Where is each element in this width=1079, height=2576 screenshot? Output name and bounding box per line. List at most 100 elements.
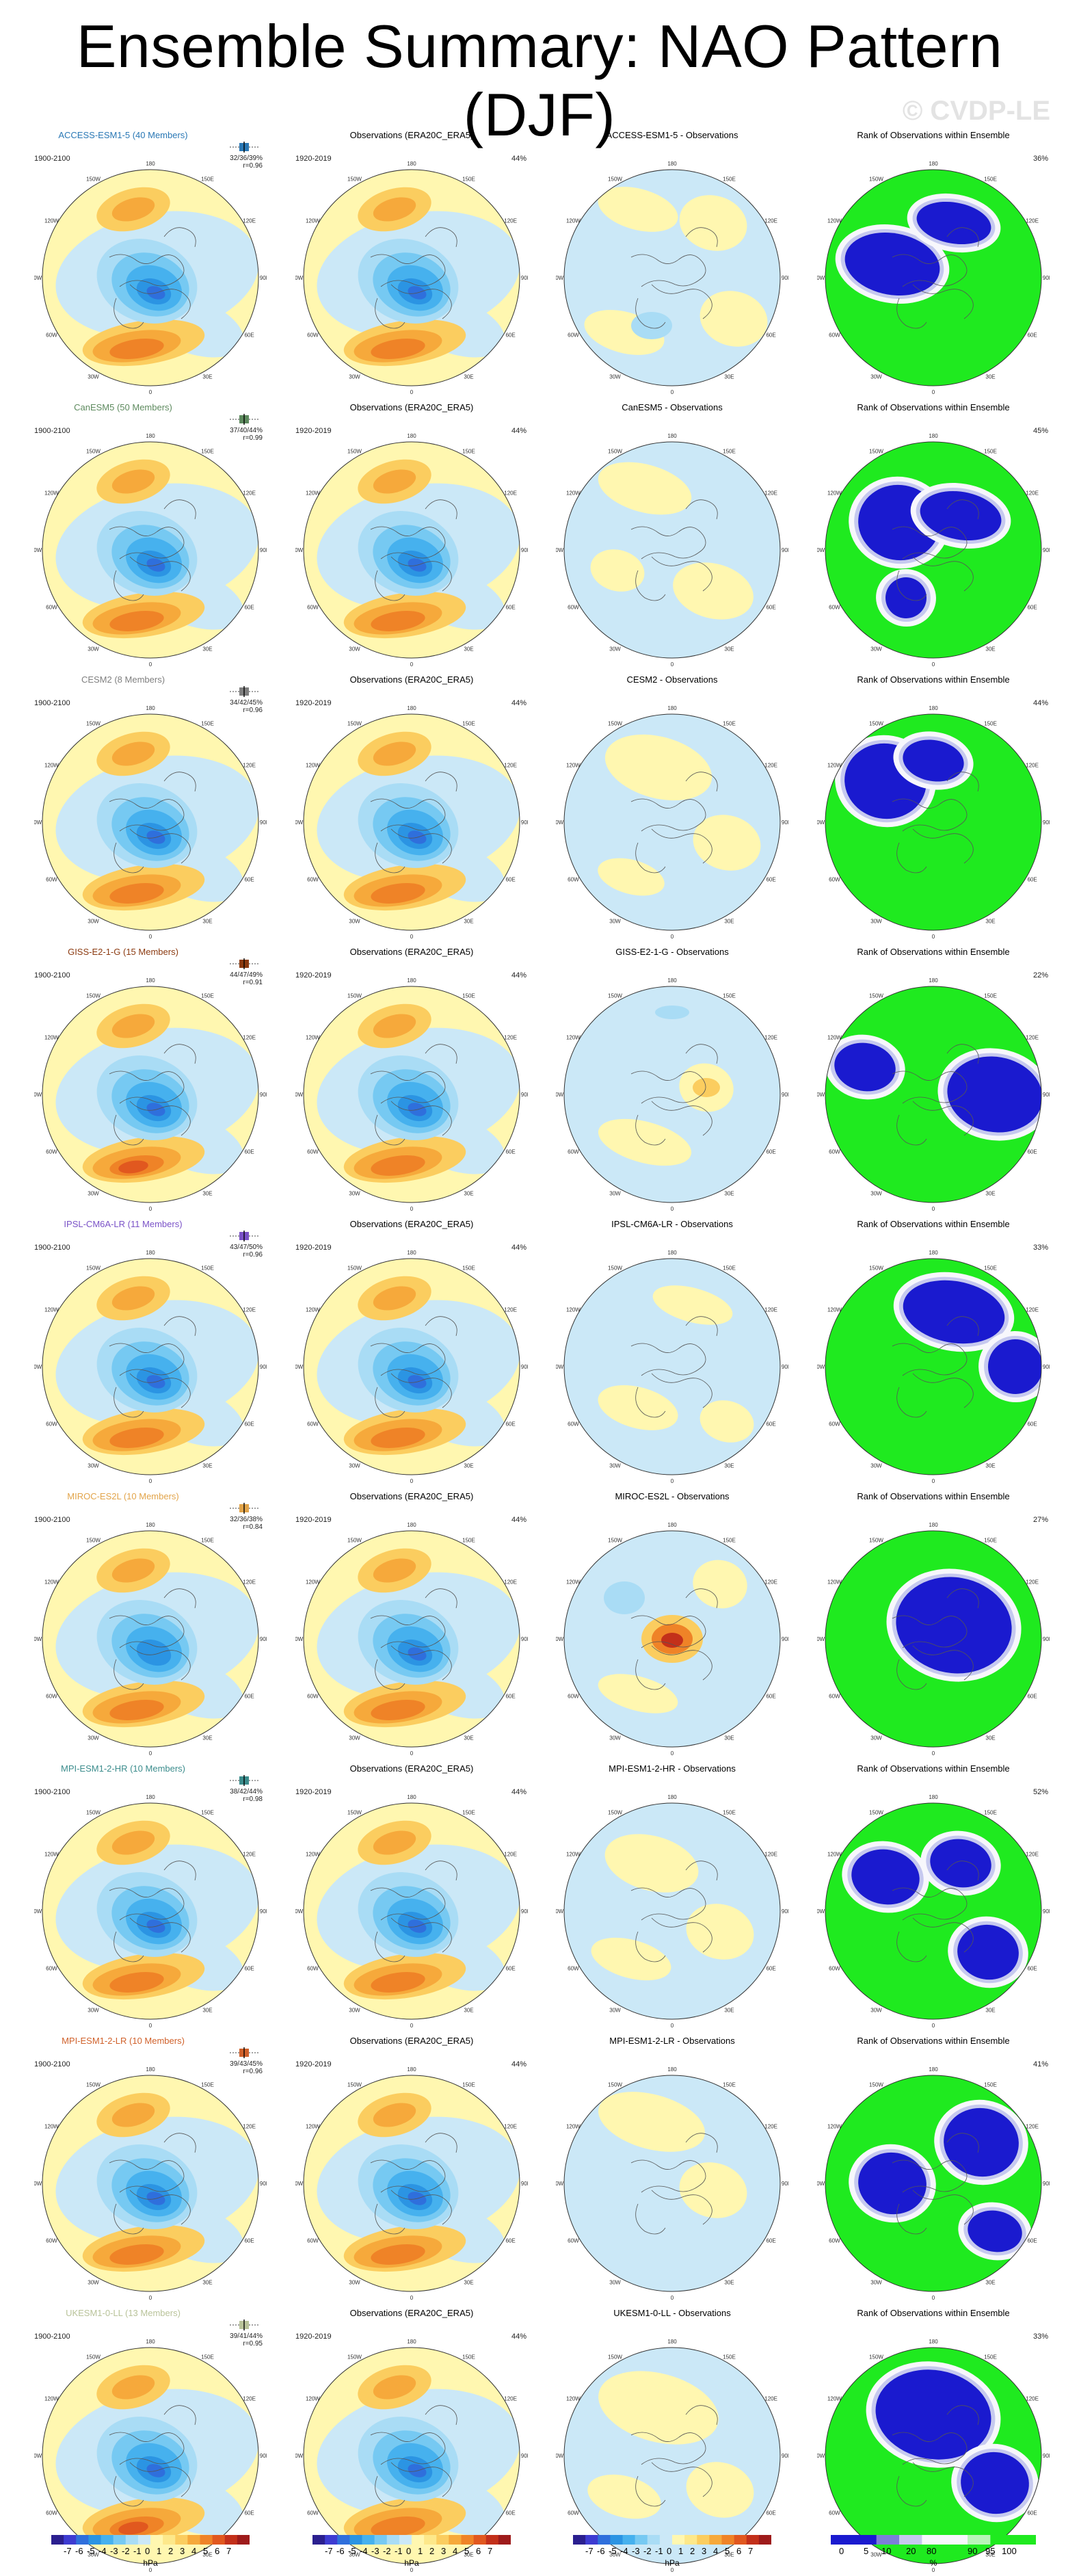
rank-panel: Rank of Observations within Ensemble 33% 1… <box>817 1219 1050 1486</box>
hpa-colorbar: -7 -6 -5 -4 -3 -2 -1 0 1 2 3 4 5 6 7 hPa <box>312 2535 511 2571</box>
lon-label: 120E <box>243 2124 256 2130</box>
lon-label: 60W <box>46 877 57 883</box>
lon-label: 30E <box>202 1463 212 1469</box>
positive-anomaly-lobe <box>111 2103 155 2127</box>
difference-panel-title: MIROC-ES2L - Observations <box>615 1491 730 1501</box>
lon-label: 150W <box>347 448 362 454</box>
lon-label: 60E <box>766 332 775 339</box>
coastline <box>635 298 666 329</box>
model-map: 180 150E 120E 90E 60E 30E 0 30W 60W 90W 120W 150W <box>34 978 267 1211</box>
lon-label: 150W <box>86 1537 101 1543</box>
lon-label: 60W <box>307 1694 319 1700</box>
lon-label: 30E <box>202 2552 212 2558</box>
colorbar-swatch <box>485 2535 499 2545</box>
colorbar-tick: 2 <box>690 2546 695 2556</box>
lon-label: 180 <box>929 434 938 439</box>
model-stats-r: r=0.91 <box>243 979 263 986</box>
lon-label: 60W <box>829 2238 840 2244</box>
lon-label: 180 <box>407 978 416 984</box>
colorbar-swatch <box>734 2535 747 2545</box>
lon-label: 150W <box>347 176 362 182</box>
lon-label: 0 <box>932 2023 935 2027</box>
lon-label: 120W <box>306 1035 320 1041</box>
lon-label: 60E <box>505 1694 515 1700</box>
lon-label: 60W <box>829 1694 840 1700</box>
lon-label: 120W <box>827 763 842 769</box>
map-field <box>825 986 1041 1202</box>
rank-colorbar-unit: % <box>929 2558 937 2568</box>
lon-label: 90W <box>295 275 304 281</box>
lon-label: 0 <box>932 389 935 394</box>
lon-label: 150E <box>462 176 475 182</box>
lon-label: 60W <box>46 2510 57 2516</box>
colorbar-swatch <box>399 2535 412 2545</box>
rank-bottom-region <box>844 233 940 295</box>
lon-label: 120E <box>504 1852 517 1858</box>
colorbar-swatch <box>237 2535 250 2545</box>
colorbar-tick: 1 <box>157 2546 162 2556</box>
colorbar-tick: -5 <box>87 2546 95 2556</box>
positive-anomaly-lobe <box>373 197 416 222</box>
obs-map: 180 150E 120E 90E 60E 30E 0 30W 60W 90W 120W 150W <box>295 1250 528 1483</box>
coastline <box>163 1316 196 1337</box>
rank-bottom-region <box>896 1577 1012 1674</box>
coastline <box>370 798 446 832</box>
lon-label: 90W <box>295 547 304 553</box>
positive-anomaly-lobe <box>373 1830 416 1855</box>
lon-label: 120E <box>764 1852 777 1858</box>
obs-period: 1920-2019 <box>295 1244 332 1252</box>
coastline <box>390 828 452 864</box>
map-field <box>304 986 520 1202</box>
colorbar-tick: 7 <box>748 2546 754 2556</box>
positive-difference-region <box>693 815 761 871</box>
lon-label: 180 <box>667 434 677 439</box>
rank-panel-title: Rank of Observations within Ensemble <box>857 2036 1010 2046</box>
lon-label: 60E <box>1027 605 1037 611</box>
lon-label: 30E <box>464 2552 473 2558</box>
lon-label: 120W <box>827 218 842 224</box>
map-boundary <box>825 169 1042 386</box>
rank-map: 180 150E 120E 90E 60E 30E 0 30W 60W 90W 120W 150W <box>817 434 1050 666</box>
coastline <box>651 1917 712 1953</box>
colorbar-tick: 0 <box>145 2546 150 2556</box>
map-boundary <box>563 986 781 1203</box>
lon-label: 30E <box>464 1735 473 1742</box>
positive-anomaly-lobe <box>111 741 155 766</box>
difference-panel: ACCESS-ESM1-5 - Observations 180 150E 120E 9… <box>556 130 788 397</box>
lon-label: 90E <box>782 547 788 553</box>
lon-label: 120W <box>44 490 59 497</box>
coastline <box>425 1044 457 1064</box>
positive-anomaly-lobe <box>111 1014 155 1038</box>
coastline <box>635 1931 666 1962</box>
model-stats: 38/42/44% r=0.98 <box>230 1788 263 1803</box>
colorbar-swatch <box>647 2535 661 2545</box>
lon-label: 30W <box>870 2552 882 2558</box>
model-stats-range: 39/43/45% <box>230 2060 263 2068</box>
rank-panel-title: Rank of Observations within Ensemble <box>857 2308 1010 2318</box>
map-boundary <box>825 713 1042 931</box>
coastline <box>425 499 457 520</box>
rank-pct: 33% <box>1033 1244 1048 1252</box>
lon-label: 90W <box>556 2453 564 2459</box>
coastline <box>685 2133 718 2153</box>
positive-difference-region <box>700 291 768 347</box>
colorbar-tick: -5 <box>348 2546 356 2556</box>
lon-label: 60W <box>307 1149 319 1155</box>
lon-label: 150E <box>723 1537 736 1543</box>
lon-label: 90W <box>556 2181 564 2187</box>
colorbar-tick: 5 <box>725 2546 730 2556</box>
map-background <box>564 1259 780 1475</box>
model-stats-r: r=0.84 <box>243 1523 263 1531</box>
lon-label: 60W <box>46 1149 57 1155</box>
positive-anomaly-lobe <box>109 1428 164 1448</box>
map-field <box>42 170 258 386</box>
lon-label: 30E <box>724 374 734 380</box>
obs-period: 1920-2019 <box>295 1788 332 1796</box>
coastline <box>946 499 979 520</box>
lon-label: 60W <box>829 332 840 339</box>
coastline <box>892 798 968 832</box>
coastline <box>892 1887 968 1921</box>
coastline <box>370 2159 446 2193</box>
hpa-colorbar-swatches <box>573 2535 772 2545</box>
lon-label: 120W <box>566 1035 581 1041</box>
